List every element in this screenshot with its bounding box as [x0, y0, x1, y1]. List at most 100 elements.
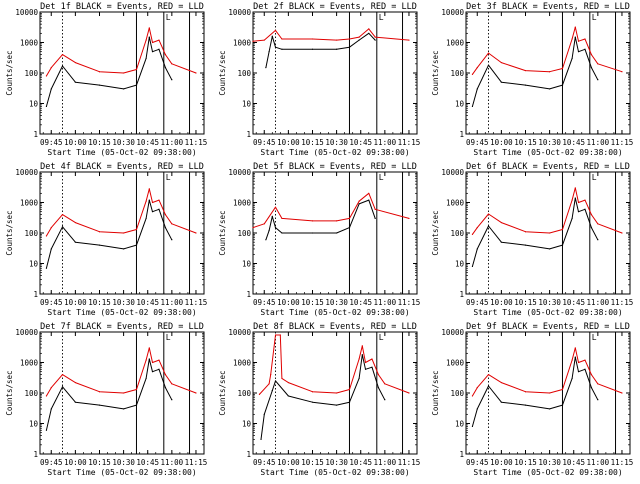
series-lld-point — [358, 36, 360, 38]
series-events-point — [268, 229, 270, 232]
series-lld-line — [45, 188, 197, 237]
series-lld-point — [471, 233, 474, 235]
x-tick-label: 10:00 — [64, 138, 87, 147]
plot-frame — [252, 11, 418, 135]
series-events-line — [260, 354, 386, 440]
x-tick-label: 11:15 — [185, 298, 208, 307]
series-lld-point — [171, 223, 173, 225]
y-tick-label: 1 — [33, 290, 38, 299]
panel-det-8f: Det 8f BLACK = Events, RED = LLD 1 10 100 10… — [218, 322, 420, 477]
series-lld-point — [45, 235, 48, 237]
y-tick-label: 10000 — [228, 168, 251, 177]
y-axis-label: Counts/sec — [5, 370, 14, 415]
series-lld-point — [364, 361, 367, 364]
series-lld-point — [279, 334, 281, 336]
y-tick-label: 1 — [246, 450, 251, 459]
series-events-point — [584, 48, 586, 50]
series-lld-point — [281, 38, 283, 40]
series-events-point — [471, 265, 474, 268]
x-tick-label: 10:45 — [349, 138, 372, 147]
x-tick-label: 10:00 — [64, 298, 87, 307]
series-lld-point — [487, 374, 490, 376]
x-tick-label: 10:15 — [88, 458, 111, 467]
y-tick-label: 100 — [237, 229, 251, 238]
series-lld-point — [487, 213, 490, 215]
x-tick-label: 10:45 — [562, 298, 585, 307]
x-tick-label: 10:30 — [538, 458, 561, 467]
y-axis-label: Counts/sec — [5, 210, 14, 255]
x-tick-label: 09:45 — [253, 298, 276, 307]
series-lld-point — [577, 40, 580, 42]
marker-label: L — [166, 333, 171, 342]
x-axis-label: Start Time (05-Oct-02 09:38:00) — [47, 308, 196, 317]
panel-title: Det 5f BLACK = Events, RED = LLD — [253, 162, 417, 172]
series-events-point — [45, 429, 48, 431]
series-events-point — [377, 387, 380, 389]
y-tick-label: 10000 — [441, 328, 464, 337]
series-events-point — [271, 215, 273, 218]
series-events-point — [471, 105, 474, 108]
series-events-line — [265, 199, 376, 240]
series-events-point — [584, 208, 586, 210]
series-lld-point — [561, 228, 564, 231]
series-lld-point — [171, 383, 173, 385]
y-tick-label: 1 — [33, 130, 38, 139]
x-tick-label: 10:30 — [538, 298, 561, 307]
series-events-point — [151, 51, 154, 53]
series-events-point — [145, 217, 147, 220]
series-events-point — [274, 227, 277, 229]
y-tick-label: 10 — [242, 420, 252, 429]
series-lld-point — [195, 392, 197, 394]
y-tick-label: 1000 — [233, 359, 252, 368]
panel-det-7f: Det 7f BLACK = Events, RED = LLD 1 10 100 10… — [5, 322, 207, 477]
series-events-point — [135, 84, 138, 86]
series-events-point — [271, 35, 273, 37]
y-tick-label: 1000 — [20, 39, 39, 48]
x-axis-label: Start Time (05-Oct-02 09:38:00) — [473, 468, 622, 477]
series-events-point — [371, 366, 373, 368]
series-events-point — [164, 227, 167, 229]
x-tick-label: 09:45 — [40, 298, 63, 307]
series-lld-point — [577, 361, 580, 364]
series-lld-point — [61, 214, 64, 216]
series-events-point — [577, 51, 580, 53]
y-tick-label: 1000 — [446, 359, 465, 368]
series-events-point — [336, 232, 338, 234]
series-events-point — [145, 377, 147, 380]
series-events-point — [500, 81, 502, 83]
x-tick-label: 10:15 — [301, 138, 324, 147]
series-events-point — [574, 356, 576, 358]
x-tick-label: 10:15 — [514, 138, 537, 147]
series-events-point — [123, 408, 125, 410]
x-tick-label: 11:00 — [587, 458, 610, 467]
y-tick-label: 10 — [242, 260, 252, 269]
series-lld-point — [123, 72, 125, 74]
series-events-point — [487, 64, 490, 66]
series-lld-point — [45, 75, 48, 77]
series-lld-point — [135, 388, 138, 391]
x-tick-label: 10:45 — [349, 458, 372, 467]
x-axis-label: Start Time (05-Oct-02 09:38:00) — [473, 308, 622, 317]
y-tick-label: 10000 — [15, 328, 38, 337]
series-events-point — [274, 46, 277, 48]
panel-title: Det 6f BLACK = Events, RED = LLD — [466, 162, 630, 172]
series-lld-point — [361, 345, 363, 347]
panel-det-5f: Det 5f BLACK = Events, RED = LLD 1 10 100 10… — [218, 162, 420, 317]
series-events-point — [158, 208, 160, 210]
series-events-point — [265, 239, 267, 241]
panel-title: Det 8f BLACK = Events, RED = LLD — [253, 322, 417, 332]
series-lld-point — [549, 232, 551, 234]
series-events-point — [597, 239, 599, 241]
series-lld-point — [577, 201, 580, 204]
x-tick-label: 11:15 — [185, 458, 208, 467]
series-lld-line — [471, 347, 623, 397]
x-axis-label: Start Time (05-Oct-02 09:38:00) — [47, 148, 196, 157]
series-lld-point — [311, 38, 314, 40]
marker-label: L — [166, 173, 171, 182]
series-events-point — [476, 408, 478, 410]
series-lld-point — [135, 228, 138, 231]
series-lld-point — [145, 39, 147, 41]
series-events-point — [135, 404, 138, 406]
y-tick-label: 10000 — [228, 328, 251, 337]
marker-label: L — [592, 333, 597, 342]
